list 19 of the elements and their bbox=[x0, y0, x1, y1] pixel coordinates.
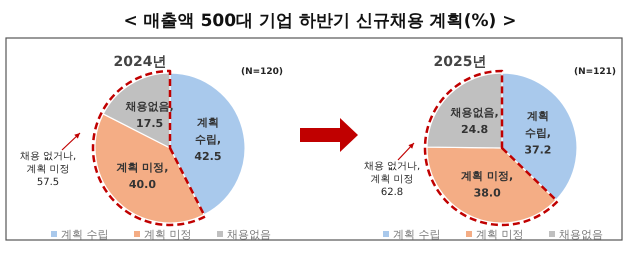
data-label: 계획 미정, 38.0 bbox=[461, 170, 514, 200]
legend-label: 채용없음 bbox=[227, 228, 271, 241]
data-label: 채용없음, 24.8 bbox=[450, 106, 499, 136]
text: < 매출액 500대 기업 하반기 신규채용 계획(%) > bbox=[124, 11, 516, 31]
legend-label: 계획 미정 bbox=[476, 228, 524, 241]
data-label: 계획 수립, 42.5 bbox=[194, 116, 222, 163]
legend-label: 채용없음 bbox=[559, 228, 603, 241]
legend-label: 계획 미정 bbox=[144, 228, 192, 241]
legend-label: 계획 수립 bbox=[393, 228, 440, 241]
chart-subtitle: 2025년 bbox=[434, 54, 486, 70]
chart-subtitle: 2024년 bbox=[114, 54, 166, 70]
text: (N=121) bbox=[574, 67, 616, 77]
text: (N=120) bbox=[240, 67, 284, 77]
data-label: 계획 미정, 40.0 bbox=[116, 161, 168, 192]
text: 채용 없거나, 계획 미정 57.5 bbox=[20, 151, 76, 188]
data-label: 채용없음, 17.5 bbox=[124, 100, 174, 130]
data-label: 계획 수립, 37.2 bbox=[524, 110, 552, 157]
legend-label: 계획 수립 bbox=[61, 228, 108, 241]
text: 채용 없거나, 계획 미정 62.8 bbox=[364, 161, 420, 198]
